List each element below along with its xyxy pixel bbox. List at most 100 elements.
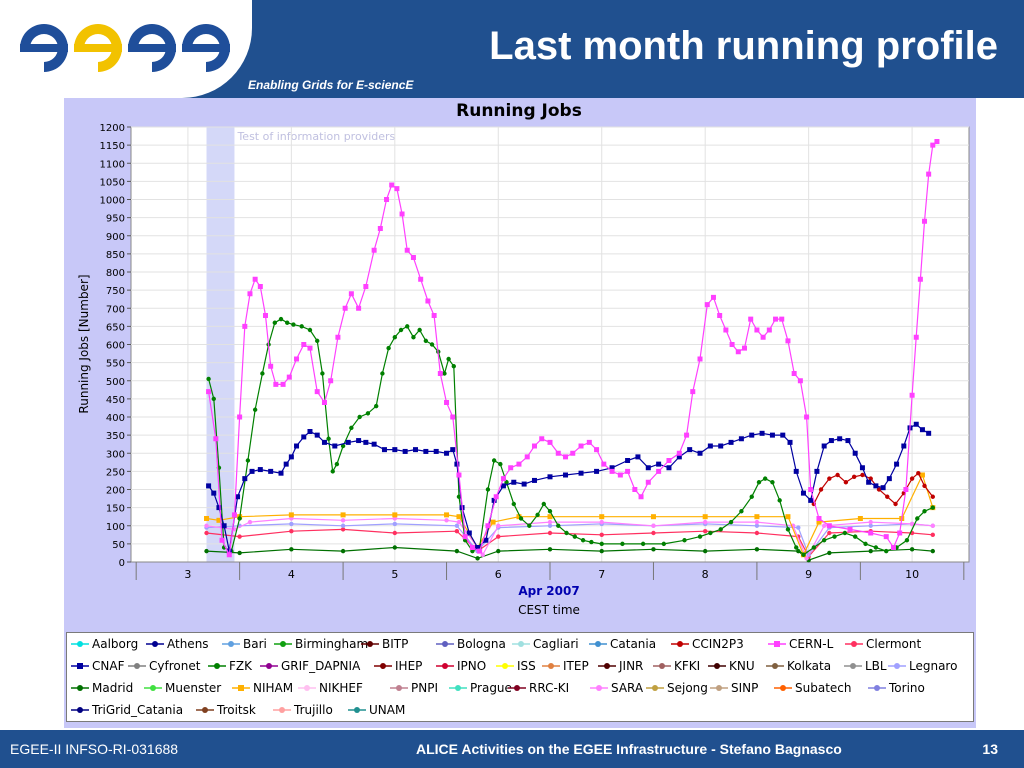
x-tick-label: 6	[495, 568, 502, 581]
point-cnaf	[718, 443, 724, 449]
point-fzk	[770, 480, 775, 485]
point-ccin2p3	[851, 474, 857, 480]
legend-label-cyfronet: Cyfronet	[149, 659, 201, 673]
point-cnaf	[294, 443, 300, 449]
y-tick-label: 1200	[100, 123, 125, 134]
point-clermont	[754, 530, 760, 536]
x-tick-label: 5	[391, 568, 398, 581]
point-cern-l	[301, 342, 307, 347]
plot-layer: Test of information providers 0 50 100 150 20…	[100, 123, 970, 581]
point-cern-l	[656, 468, 662, 474]
point-legnaro	[340, 523, 346, 528]
point-niham	[516, 514, 522, 520]
legend-swatch-itep	[542, 663, 560, 669]
point-ccin2p3	[930, 494, 935, 499]
point-cern-l	[307, 345, 313, 351]
point-cern-l	[280, 381, 286, 387]
point-cnaf	[491, 497, 497, 503]
footer-project-id: EGEE-II INFSO-RI-031688	[10, 741, 179, 757]
point-legnaro	[392, 521, 398, 527]
point-cern-l	[363, 284, 369, 289]
legend-label-trujillo: Trujillo	[294, 703, 333, 717]
point-cern-l	[335, 334, 341, 340]
point-fzk	[491, 458, 497, 463]
point-cnaf	[511, 479, 517, 485]
point-cern-l	[804, 414, 810, 420]
point-fzk	[572, 534, 578, 539]
point-cnaf	[332, 443, 338, 449]
point-cnaf	[288, 454, 294, 460]
point-fzk	[260, 371, 265, 376]
point-madrid	[651, 547, 656, 552]
point-cern-l	[922, 218, 928, 224]
y-tick-label: 700	[106, 304, 125, 315]
legend-label-bari: Bari	[243, 637, 267, 651]
point-legnaro	[289, 521, 294, 527]
legend-swatch-subatech	[774, 685, 792, 691]
point-cnaf	[814, 468, 820, 474]
point-cern-l	[410, 255, 416, 260]
point-fzk	[589, 539, 594, 545]
legend-label-fzk: FZK	[229, 659, 252, 673]
point-cern-l	[524, 454, 530, 460]
legend-swatch-unam	[348, 707, 366, 713]
point-cern-l	[735, 349, 741, 355]
point-fzk	[357, 414, 362, 420]
point-madrid	[930, 548, 935, 554]
point-fzk	[794, 545, 799, 550]
point-ccin2p3	[893, 501, 898, 507]
point-fzk	[541, 501, 546, 507]
logo-panel	[0, 0, 252, 98]
point-ccin2p3	[916, 470, 921, 476]
point-cnaf	[500, 483, 506, 489]
point-cern-l	[268, 363, 274, 369]
point-cern-l	[578, 443, 584, 449]
point-cern-l	[493, 494, 499, 500]
point-cnaf	[749, 432, 755, 438]
point-cnaf	[563, 472, 569, 478]
point-cern-l	[883, 534, 889, 540]
point-fzk	[556, 523, 561, 528]
chart-title: Running Jobs	[456, 101, 582, 121]
y-tick-label: 150	[106, 504, 125, 515]
legend-label-iss: ISS	[517, 659, 536, 673]
point-cnaf	[371, 441, 377, 447]
legend-swatch-birmingham	[274, 641, 292, 647]
point-niham	[599, 514, 605, 520]
legend-swatch-nikhef	[298, 685, 316, 691]
y-tick-label: 1000	[100, 196, 125, 207]
point-fzk	[873, 545, 879, 550]
legend-swatch-bitp	[361, 641, 379, 647]
point-fzk	[518, 516, 524, 521]
legend-swatch-legnaro	[888, 663, 906, 669]
y-tick-label: 550	[106, 359, 125, 370]
x-tick-label: 4	[288, 568, 295, 581]
point-cern-l	[625, 468, 631, 474]
x-tick-label: 7	[598, 568, 605, 581]
legend-swatch-ipno	[436, 663, 454, 669]
point-cnaf	[278, 470, 284, 476]
point-cnaf	[454, 461, 460, 467]
legend-label-muenster: Muenster	[165, 681, 222, 695]
point-cern-l	[609, 468, 615, 474]
point-fzk	[749, 494, 754, 499]
point-cern-l	[500, 476, 506, 482]
point-cern-l	[926, 171, 932, 177]
point-fzk	[373, 403, 379, 409]
point-cern-l	[389, 182, 395, 188]
point-fzk	[380, 371, 385, 376]
legend-label-kfki: KFKI	[674, 659, 701, 673]
point-cnaf	[852, 450, 858, 456]
y-tick-label: 750	[106, 286, 125, 297]
point-fzk	[832, 534, 837, 539]
point-fzk	[904, 538, 910, 543]
point-cnaf	[345, 439, 351, 445]
point-cern-l	[816, 516, 822, 521]
point-cnaf	[738, 436, 744, 442]
point-cnaf	[787, 439, 793, 445]
point-cnaf	[450, 447, 456, 453]
point-fzk	[334, 461, 340, 467]
point-clermont	[496, 534, 501, 539]
point-cnaf	[913, 421, 919, 427]
legend-swatch-ccin2p3	[671, 641, 689, 647]
